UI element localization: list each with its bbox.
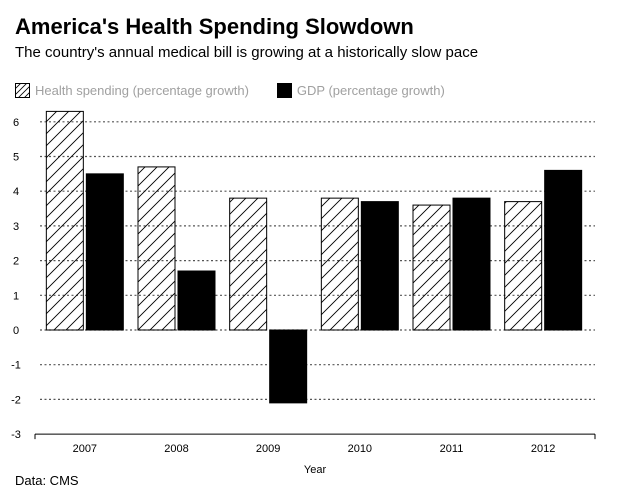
y-tick-label: -3 <box>11 429 21 441</box>
bar-gdp <box>177 270 216 331</box>
x-tick-label: 2009 <box>256 443 280 455</box>
bar-health-spending <box>504 201 543 331</box>
axes: -3 -2 -1 0 1 2 3 4 5 6 2007 2008 2009 2010 2011 2012 <box>11 117 596 455</box>
legend-item-gdp: GDP (percentage growth) <box>276 82 445 98</box>
x-tick-label: 2011 <box>440 443 464 455</box>
y-tick-label: 1 <box>13 290 19 302</box>
bar-gdp <box>452 197 491 331</box>
chart-title: America's Health Spending Slowdown <box>15 14 414 39</box>
legend: Health spending (percentage growth) GDP … <box>15 80 473 100</box>
y-tick-label: 6 <box>13 117 19 129</box>
y-tick-label: 5 <box>13 152 19 164</box>
y-tick-label: 4 <box>13 186 19 198</box>
x-tick-label: 2012 <box>531 443 555 455</box>
bar-gdp <box>269 329 308 404</box>
x-tick-label: 2010 <box>348 443 372 455</box>
x-tick-label: 2007 <box>73 443 97 455</box>
x-tick-label: 2008 <box>164 443 188 455</box>
legend-item-health: Health spending (percentage growth) <box>15 82 249 98</box>
legend-swatch-health <box>15 82 30 98</box>
y-tick-label: -1 <box>11 360 21 372</box>
y-tick-label: 2 <box>13 256 19 268</box>
y-tick-label: -2 <box>11 394 21 406</box>
bar-gdp <box>360 201 399 331</box>
y-tick-label: 3 <box>13 221 19 233</box>
legend-label-gdp: GDP (percentage growth) <box>296 82 445 98</box>
bar-health-spending <box>412 204 451 331</box>
bar-gdp <box>85 173 124 331</box>
source-note: Data: CMS <box>15 473 79 488</box>
chart-subtitle: The country's annual medical bill is gro… <box>15 44 479 61</box>
bar-health-spending <box>320 197 359 331</box>
bars <box>45 110 583 404</box>
legend-label-health: Health spending (percentage growth) <box>35 82 249 98</box>
bar-gdp <box>544 169 583 331</box>
y-tick-label: 0 <box>13 325 19 337</box>
x-axis-title: Year <box>304 464 327 476</box>
bar-health-spending <box>229 197 268 331</box>
bar-health-spending <box>137 166 176 331</box>
bar-health-spending <box>45 110 84 331</box>
legend-swatch-gdp <box>276 82 292 98</box>
